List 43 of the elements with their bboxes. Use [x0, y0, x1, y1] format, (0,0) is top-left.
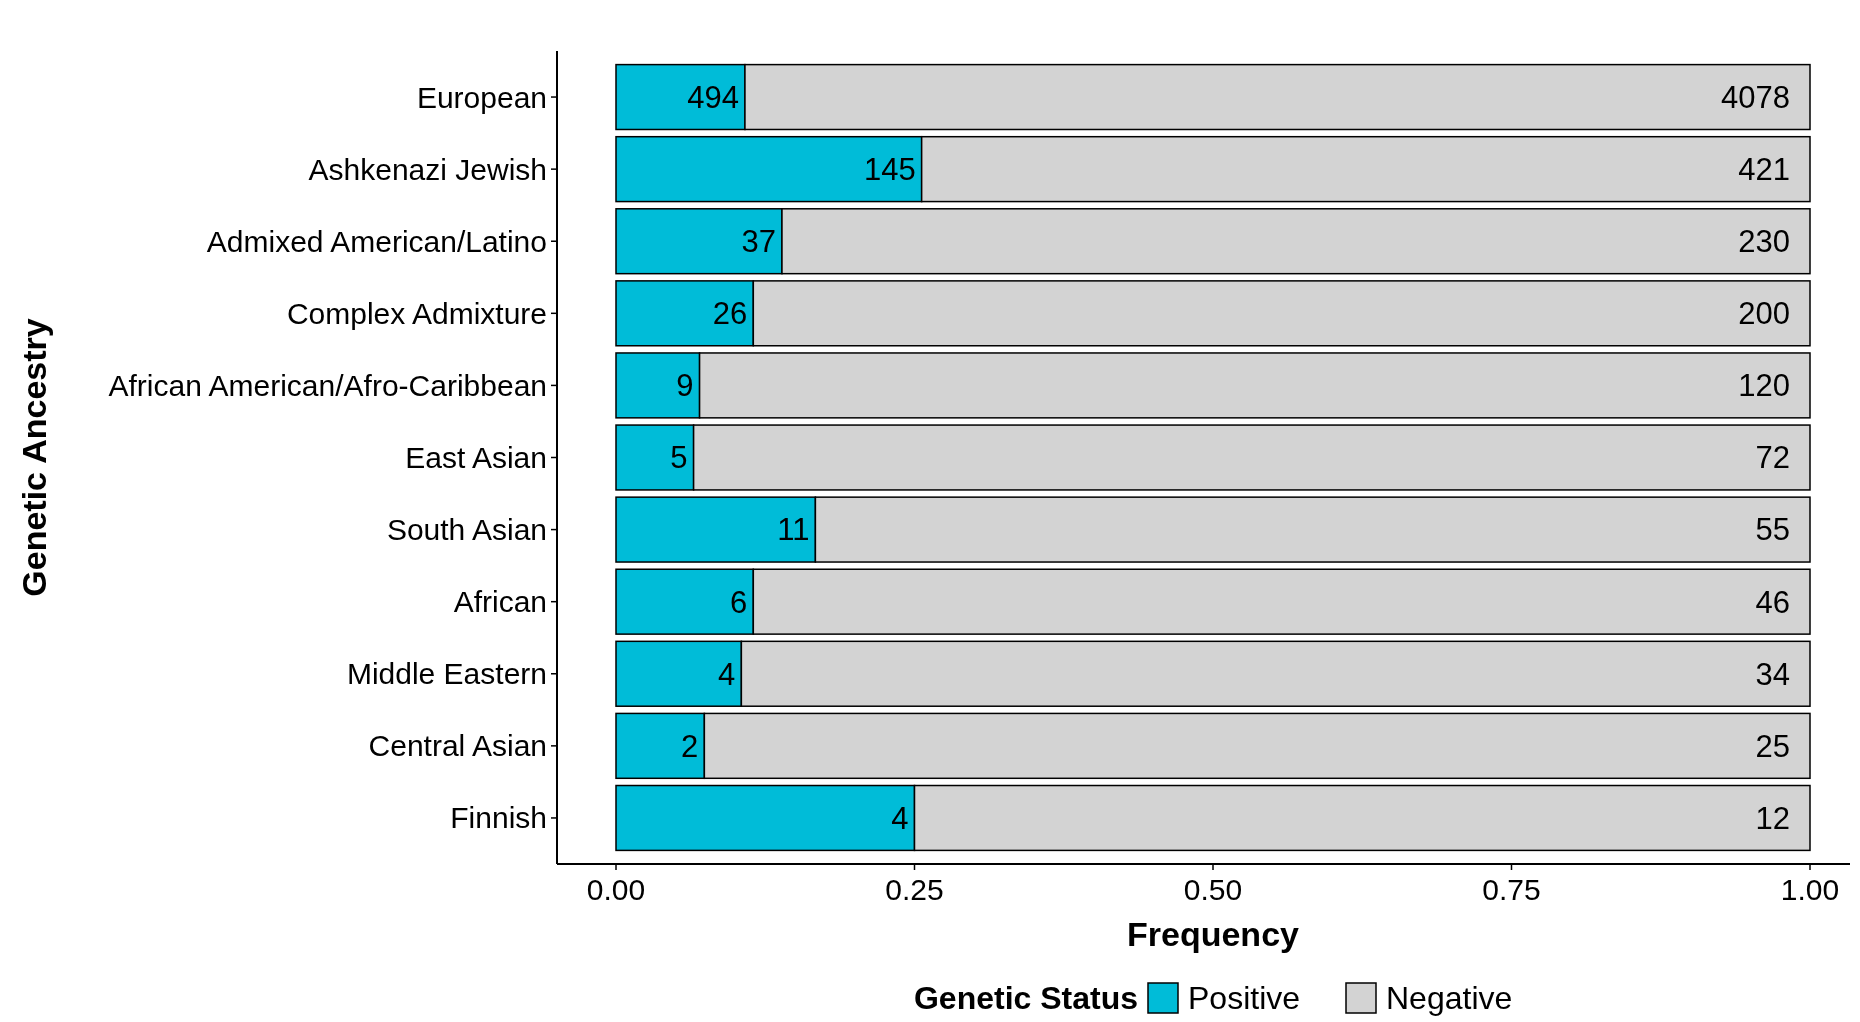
- annotation: 494: [687, 79, 739, 115]
- x-tick-label: 0.25: [885, 873, 944, 906]
- y-tick-label: Complex Admixture: [286, 296, 547, 330]
- annotation: 4078: [1721, 79, 1790, 115]
- annotation: 26: [712, 296, 748, 332]
- annotation: 230: [1738, 224, 1790, 260]
- y-tick-label: Ashkenazi Jewish: [308, 152, 547, 186]
- annotation: 9: [676, 368, 694, 404]
- annotation: 4: [891, 800, 909, 836]
- legend-label: Negative: [1386, 980, 1513, 1017]
- y-tick-label: South Asian: [386, 513, 547, 547]
- x-axis-title: Frequency: [1127, 915, 1300, 953]
- annotation: 25: [1755, 728, 1790, 764]
- legend-label: Positive: [1188, 980, 1301, 1017]
- annotation: 145: [863, 151, 916, 187]
- x-tick-label: 0.75: [1482, 873, 1541, 906]
- annotation: 46: [1755, 584, 1790, 620]
- y-tick-label: African: [453, 585, 547, 619]
- annotation: 11: [777, 512, 810, 548]
- annotation: 5: [670, 440, 688, 476]
- y-axis-title: Genetic Ancestry: [15, 318, 53, 597]
- y-tick-label: Finnish: [450, 801, 547, 835]
- annotation: 120: [1738, 368, 1790, 404]
- annotation: 2: [681, 728, 699, 764]
- y-tick-label: Admixed American/Latino: [206, 224, 547, 258]
- legend-title: Genetic Status: [913, 980, 1138, 1017]
- annotation: 6: [730, 584, 748, 620]
- y-tick-label: African American/Afro-Caribbean: [108, 368, 547, 402]
- annotation: 34: [1755, 656, 1790, 692]
- annotation: 4: [718, 656, 736, 692]
- y-tick-label: Middle Eastern: [346, 657, 547, 691]
- y-tick-label: East Asian: [405, 441, 547, 474]
- annotation: 421: [1738, 151, 1790, 187]
- annotation: 37: [741, 224, 776, 260]
- y-tick-label: European: [416, 80, 547, 114]
- y-tick-label: Central Asian: [368, 729, 547, 763]
- annotation: 12: [1755, 800, 1790, 836]
- annotation: 72: [1755, 440, 1790, 476]
- x-tick-label: 0.00: [586, 873, 646, 906]
- x-tick-label: 1.00: [1780, 873, 1840, 906]
- x-tick-label: 0.50: [1183, 873, 1243, 906]
- annotation: 55: [1755, 512, 1790, 548]
- annotation: 200: [1738, 296, 1790, 332]
